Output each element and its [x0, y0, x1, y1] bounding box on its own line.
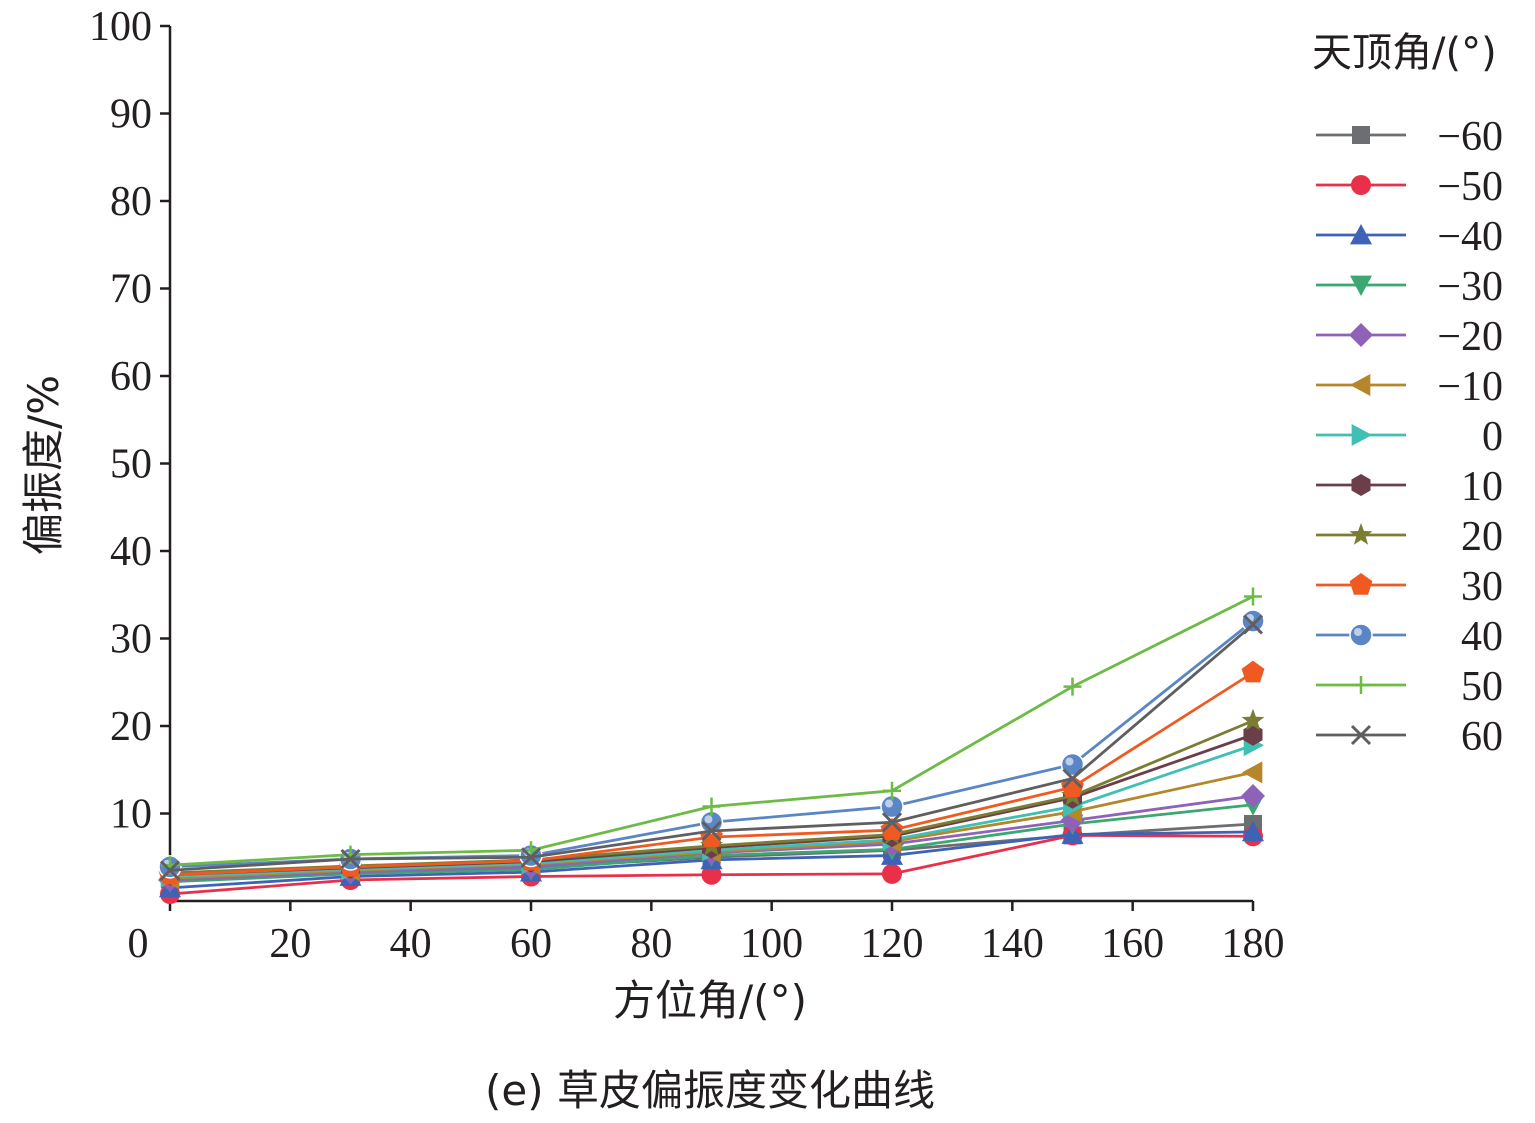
y-tick-label: 80: [110, 179, 152, 225]
marker-highlight: [1065, 757, 1074, 766]
marker-highlight: [704, 815, 713, 824]
legend-label: −60: [1437, 114, 1503, 160]
legend-item: 0: [1316, 414, 1503, 460]
x-tick-label: 40: [390, 921, 432, 967]
y-tick-label: 30: [110, 617, 152, 663]
data-point: [1063, 677, 1082, 696]
legend-label: −10: [1437, 364, 1503, 410]
legend-item: 60: [1316, 714, 1503, 760]
legend-label: 50: [1461, 664, 1503, 710]
y-axis-title: 偏振度/%: [19, 375, 68, 555]
data-point: [159, 860, 181, 881]
legend-label: 20: [1461, 514, 1503, 560]
x-tick-label: 0: [128, 921, 149, 967]
data-point: [1242, 761, 1263, 784]
data-point: [1242, 614, 1264, 635]
legend-item: 30: [1316, 564, 1503, 610]
data-point: [1241, 660, 1265, 683]
legend-item: −20: [1316, 314, 1503, 360]
legend-label: 60: [1461, 714, 1503, 760]
data-point: [881, 812, 903, 833]
y-tick-label: 60: [110, 354, 152, 400]
series-11: [161, 587, 1262, 875]
legend-marker: [1349, 573, 1373, 595]
legend-marker: [1350, 275, 1372, 296]
x-tick-label: 120: [861, 921, 924, 967]
legend-marker: [1351, 474, 1371, 496]
y-tick-label: 40: [110, 529, 152, 575]
data-point: [1062, 768, 1083, 789]
axes: 0 20 40 60 80 100 120 140 160 180 10 20 30 40 50 60 70 80…: [89, 4, 1285, 967]
figure-caption: (e) 草皮偏振度变化曲线: [485, 1066, 935, 1115]
data-point: [1241, 708, 1265, 731]
legend-label: −20: [1437, 314, 1503, 360]
legend-label: −40: [1437, 214, 1503, 260]
legend-marker: [1350, 374, 1371, 396]
legend-item: −40: [1316, 214, 1503, 260]
x-tick-label: 180: [1222, 921, 1285, 967]
legend-title: 天顶角/(°): [1312, 30, 1497, 76]
data-point: [1244, 587, 1262, 606]
data-point: [340, 848, 361, 870]
data-point: [882, 863, 902, 884]
legend-label: 10: [1461, 464, 1503, 510]
x-tick-label: 80: [630, 921, 672, 967]
legend-marker: [1350, 724, 1372, 746]
legend-marker: [1350, 224, 1372, 245]
legend-item: −30: [1316, 264, 1503, 310]
y-tick-label: 10: [110, 792, 152, 838]
legend-label: 30: [1461, 564, 1503, 610]
legend-item: 40: [1316, 614, 1503, 660]
data-point: [1241, 784, 1265, 808]
x-tick-label: 20: [269, 921, 311, 967]
y-tick-label: 100: [89, 4, 152, 50]
legend-item: −10: [1316, 364, 1503, 410]
legend-marker: [1352, 676, 1370, 694]
legend-label: 40: [1461, 614, 1503, 660]
legend-marker: [1351, 175, 1371, 195]
data-point: [1242, 820, 1264, 842]
legend-marker: [1349, 523, 1373, 545]
y-tick-label: 50: [110, 442, 152, 488]
series-12: [159, 614, 1264, 881]
y-tick-label: 90: [110, 92, 152, 138]
x-tick-label: 60: [510, 921, 552, 967]
y-tick-label: 20: [110, 704, 152, 750]
data-point: [1243, 723, 1263, 746]
marker-highlight: [885, 799, 893, 808]
x-tick-label: 100: [740, 921, 803, 967]
data-point: [701, 820, 722, 842]
data-point: [883, 781, 901, 800]
legend-marker: [1349, 323, 1373, 347]
data-point: [1241, 609, 1265, 633]
legend-item: 50: [1316, 664, 1503, 710]
y-tick-label: 70: [110, 267, 152, 313]
data-point: [702, 797, 721, 816]
data-point: [520, 847, 542, 868]
legend-marker: [1351, 424, 1372, 446]
legend-marker: [1352, 126, 1370, 144]
legend-label: −30: [1437, 264, 1503, 310]
legend-label: −50: [1437, 164, 1503, 210]
legend-marker: [1349, 623, 1373, 647]
x-axis-title: 方位角/(°): [613, 976, 807, 1025]
legend-item: 20: [1316, 514, 1503, 560]
series-layer: [158, 587, 1265, 904]
x-tick-label: 160: [1101, 921, 1164, 967]
data-point: [701, 864, 722, 885]
legend-item: −60: [1316, 114, 1503, 160]
legend-label: 0: [1482, 414, 1503, 460]
marker-highlight: [1354, 628, 1362, 636]
legend-item: 10: [1316, 464, 1503, 510]
x-tick-label: 140: [981, 921, 1044, 967]
legend-item: −50: [1316, 164, 1503, 210]
